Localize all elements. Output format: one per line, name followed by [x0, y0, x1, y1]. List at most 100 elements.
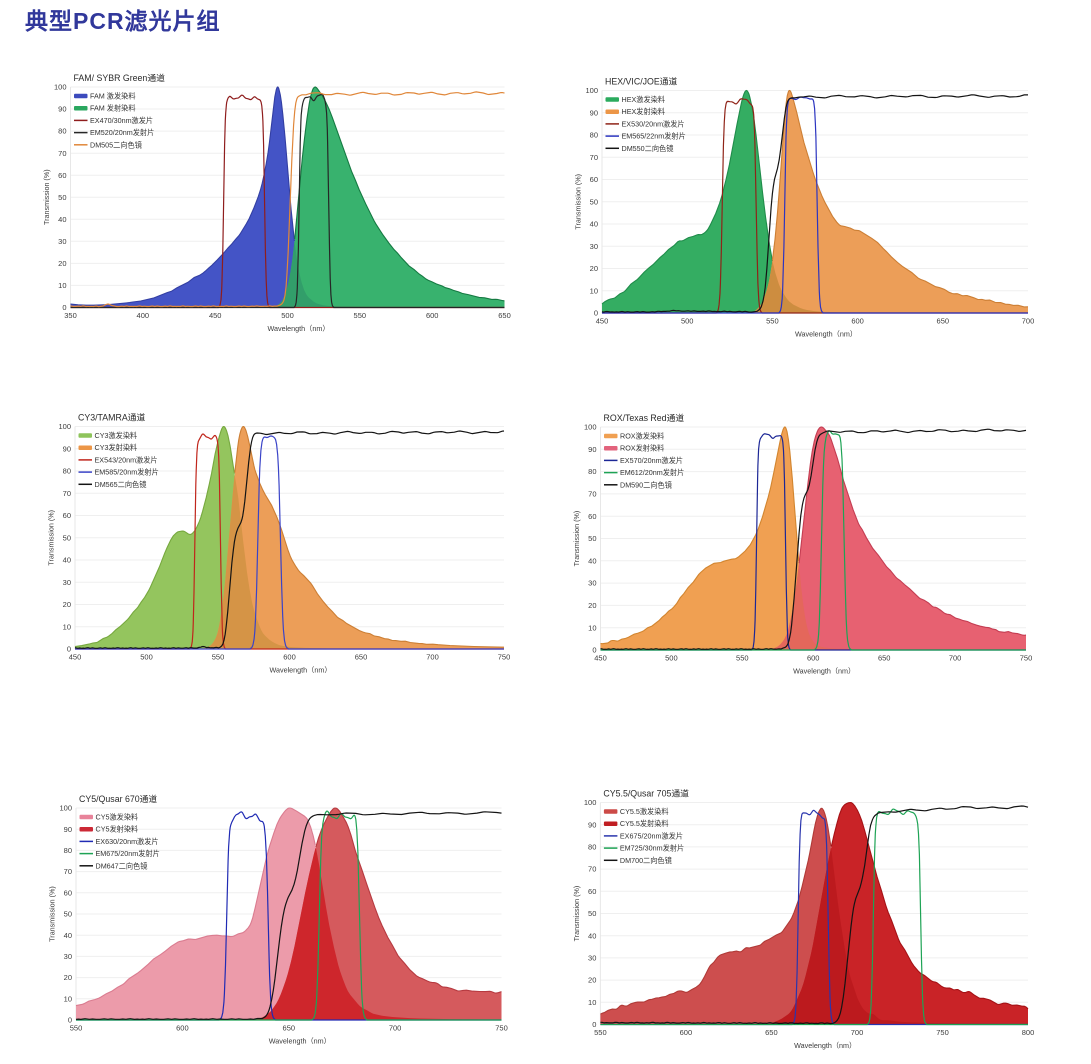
- svg-text:20: 20: [58, 259, 66, 268]
- svg-text:CY5.5发射染料: CY5.5发射染料: [620, 819, 669, 828]
- svg-text:750: 750: [495, 1023, 508, 1032]
- svg-text:DM565二向色镜: DM565二向色镜: [95, 480, 147, 489]
- svg-text:20: 20: [588, 976, 596, 985]
- svg-text:Wavelength（nm）: Wavelength（nm）: [795, 330, 857, 339]
- svg-text:60: 60: [588, 887, 596, 896]
- svg-text:50: 50: [58, 193, 66, 202]
- svg-text:50: 50: [588, 534, 596, 543]
- svg-text:40: 40: [58, 215, 66, 224]
- svg-text:40: 40: [588, 556, 596, 565]
- svg-text:10: 10: [588, 998, 596, 1007]
- svg-text:350: 350: [64, 311, 77, 320]
- svg-text:700: 700: [426, 652, 439, 661]
- svg-text:90: 90: [63, 444, 71, 453]
- svg-text:100: 100: [58, 422, 71, 431]
- svg-text:30: 30: [588, 579, 596, 588]
- svg-text:EX570/20nm激发片: EX570/20nm激发片: [620, 456, 683, 465]
- svg-text:EM725/30nm发射片: EM725/30nm发射片: [620, 844, 684, 853]
- svg-text:0: 0: [67, 645, 71, 654]
- svg-text:60: 60: [588, 512, 596, 521]
- svg-text:Wavelength（nm）: Wavelength（nm）: [267, 324, 329, 333]
- svg-text:100: 100: [54, 83, 67, 92]
- svg-text:450: 450: [69, 652, 82, 661]
- svg-text:700: 700: [389, 1023, 402, 1032]
- svg-text:90: 90: [588, 820, 596, 829]
- svg-text:800: 800: [1022, 1028, 1035, 1037]
- svg-text:600: 600: [426, 311, 439, 320]
- svg-text:550: 550: [212, 652, 225, 661]
- svg-text:EM585/20nm发射片: EM585/20nm发射片: [95, 468, 159, 477]
- svg-text:50: 50: [590, 197, 598, 206]
- svg-text:500: 500: [140, 652, 153, 661]
- svg-text:50: 50: [588, 909, 596, 918]
- svg-text:90: 90: [64, 825, 72, 834]
- svg-text:90: 90: [590, 108, 598, 117]
- svg-text:550: 550: [594, 1028, 607, 1037]
- svg-text:70: 70: [588, 490, 596, 499]
- svg-text:80: 80: [588, 467, 596, 476]
- svg-text:ROX发射染料: ROX发射染料: [620, 444, 664, 453]
- svg-text:Transmission (%): Transmission (%): [574, 174, 583, 230]
- svg-text:70: 70: [64, 867, 72, 876]
- svg-text:30: 30: [63, 578, 71, 587]
- svg-text:600: 600: [283, 652, 296, 661]
- svg-text:CY5.5/Qusar 705通道: CY5.5/Qusar 705通道: [603, 788, 689, 799]
- svg-text:100: 100: [584, 423, 597, 432]
- svg-text:DM647二向色镜: DM647二向色镜: [96, 861, 148, 870]
- svg-text:HEX/VIC/JOE通道: HEX/VIC/JOE通道: [605, 76, 678, 87]
- svg-text:100: 100: [585, 86, 598, 95]
- svg-text:650: 650: [878, 653, 891, 662]
- svg-text:CY5/Qusar 670通道: CY5/Qusar 670通道: [79, 793, 157, 804]
- svg-text:DM700二向色镜: DM700二向色镜: [620, 856, 672, 865]
- svg-text:EX630/20nm激发片: EX630/20nm激发片: [96, 837, 159, 846]
- svg-text:450: 450: [594, 653, 607, 662]
- svg-text:30: 30: [590, 242, 598, 251]
- svg-text:Transmission (%): Transmission (%): [47, 510, 56, 566]
- svg-text:EX543/20nm激发片: EX543/20nm激发片: [95, 455, 158, 464]
- svg-text:CY5.5激发染料: CY5.5激发染料: [620, 807, 669, 816]
- svg-text:0: 0: [594, 309, 598, 318]
- svg-text:500: 500: [281, 311, 294, 320]
- svg-text:80: 80: [63, 467, 71, 476]
- svg-text:EX470/30nm激发片: EX470/30nm激发片: [90, 116, 153, 125]
- svg-text:700: 700: [949, 653, 962, 662]
- svg-text:Transmission (%): Transmission (%): [572, 886, 581, 942]
- svg-text:ROX激发染料: ROX激发染料: [620, 432, 664, 441]
- svg-text:30: 30: [588, 954, 596, 963]
- svg-text:40: 40: [64, 931, 72, 940]
- svg-text:Transmission (%): Transmission (%): [572, 511, 581, 567]
- svg-text:CY3发射染料: CY3发射染料: [95, 443, 138, 452]
- svg-text:FAM 激发染料: FAM 激发染料: [90, 92, 136, 101]
- svg-text:650: 650: [765, 1028, 778, 1037]
- svg-text:EM520/20nm发射片: EM520/20nm发射片: [90, 128, 154, 137]
- svg-text:750: 750: [1020, 653, 1033, 662]
- svg-text:450: 450: [209, 311, 222, 320]
- svg-text:600: 600: [807, 653, 820, 662]
- svg-text:Wavelength（nm）: Wavelength（nm）: [793, 667, 855, 676]
- svg-text:70: 70: [590, 153, 598, 162]
- svg-text:0: 0: [592, 1020, 596, 1029]
- svg-text:100: 100: [584, 798, 597, 807]
- svg-text:400: 400: [137, 311, 150, 320]
- svg-text:40: 40: [588, 931, 596, 940]
- svg-text:550: 550: [354, 311, 367, 320]
- svg-text:90: 90: [588, 445, 596, 454]
- svg-text:700: 700: [851, 1028, 864, 1037]
- svg-text:100: 100: [59, 804, 72, 813]
- svg-text:750: 750: [498, 652, 511, 661]
- svg-text:CY5发射染料: CY5发射染料: [96, 825, 139, 834]
- svg-text:EX675/20nm激发片: EX675/20nm激发片: [620, 831, 683, 840]
- svg-text:80: 80: [58, 127, 66, 136]
- svg-text:CY3/TAMRA通道: CY3/TAMRA通道: [78, 412, 145, 423]
- svg-text:EX530/20nm激发片: EX530/20nm激发片: [622, 119, 685, 128]
- svg-text:40: 40: [590, 220, 598, 229]
- svg-text:FAM 发射染料: FAM 发射染料: [90, 104, 136, 113]
- svg-text:30: 30: [64, 952, 72, 961]
- svg-text:Transmission (%): Transmission (%): [48, 886, 57, 942]
- svg-text:50: 50: [63, 533, 71, 542]
- svg-text:60: 60: [590, 175, 598, 184]
- svg-text:500: 500: [681, 316, 694, 325]
- svg-text:Wavelength（nm）: Wavelength（nm）: [269, 666, 331, 675]
- svg-text:70: 70: [58, 149, 66, 158]
- svg-text:750: 750: [936, 1028, 949, 1037]
